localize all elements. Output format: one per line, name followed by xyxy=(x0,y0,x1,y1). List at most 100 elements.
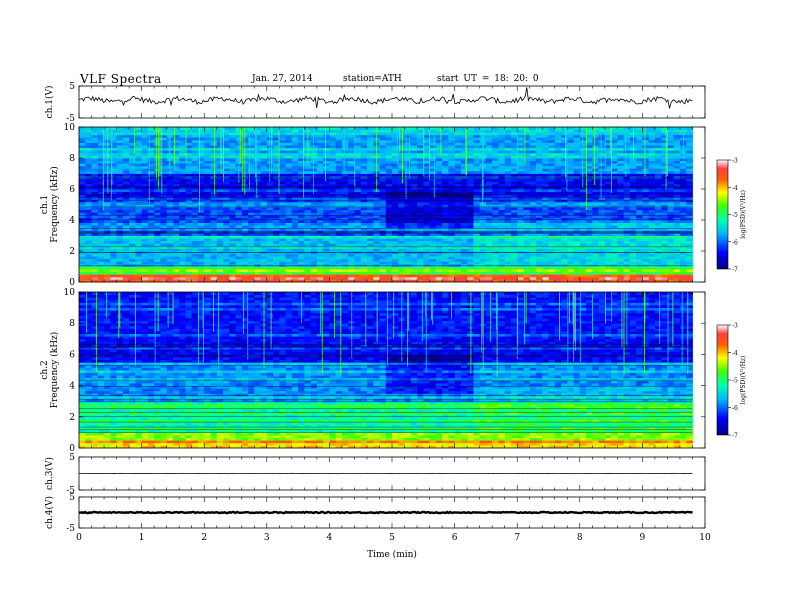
spectrogram-cell xyxy=(542,235,549,239)
spectrogram-cell xyxy=(598,212,606,216)
spectrogram-cell xyxy=(504,253,512,257)
spectrogram-cell xyxy=(222,181,230,185)
spectrogram-cell xyxy=(104,155,111,159)
spectrogram-cell xyxy=(348,201,355,205)
spectrogram-cell xyxy=(460,214,468,218)
spectrogram-cell xyxy=(623,225,631,229)
spectrogram-cell xyxy=(392,248,399,252)
spectrogram-cell xyxy=(623,204,631,208)
spectrogram-cell xyxy=(341,245,349,249)
spectrogram-cell xyxy=(454,245,462,249)
spectrogram-cell xyxy=(304,204,312,208)
spectrogram-cell xyxy=(448,163,455,167)
spectrogram-cell xyxy=(504,238,512,242)
spectrogram-cell xyxy=(517,243,524,247)
spectrogram-cell xyxy=(548,240,556,244)
spectrogram-cell xyxy=(604,217,612,221)
spectrogram-cell xyxy=(567,183,574,187)
spectrogram-cell xyxy=(197,227,205,231)
spectrogram-cell xyxy=(673,266,681,270)
spectrogram-cell xyxy=(385,279,393,283)
spectrogram-cell xyxy=(485,165,493,169)
spectrogram-cell xyxy=(179,165,186,169)
spectrogram-cell xyxy=(435,168,443,172)
spectrogram-cell xyxy=(636,163,643,167)
spectrogram-cell xyxy=(291,232,299,236)
spectrogram-cell xyxy=(79,271,86,275)
spectrogram-cell xyxy=(110,261,117,265)
spectrogram-cell xyxy=(535,227,543,231)
spectrogram-cell xyxy=(535,191,543,195)
spectrogram-cell xyxy=(435,256,443,260)
spectrogram-cell xyxy=(122,261,130,265)
spectrogram-cell xyxy=(279,181,286,185)
spectrogram-cell xyxy=(648,165,656,169)
spectrogram-cell xyxy=(617,178,625,182)
spectrogram-cell xyxy=(191,173,199,177)
spectrogram-cell xyxy=(335,232,343,236)
spectrogram-cell xyxy=(479,279,487,283)
spectrogram-cell xyxy=(298,271,305,275)
spectrogram-cell xyxy=(623,276,631,280)
spectrogram-cell xyxy=(179,189,186,192)
spectrogram-cell xyxy=(291,269,299,273)
spectrogram-cell xyxy=(110,189,117,192)
spectrogram-cell xyxy=(498,276,506,280)
spectrogram-cell xyxy=(423,168,430,172)
spectrogram-cell xyxy=(85,245,92,249)
spectrogram-cell xyxy=(323,165,330,169)
spectrogram-cell xyxy=(661,160,668,164)
spectrogram-cell xyxy=(104,160,111,164)
spectrogram-cell xyxy=(654,261,662,265)
spectrogram-cell xyxy=(654,235,662,239)
spectrogram-cell xyxy=(579,227,587,231)
spectrogram-cell xyxy=(535,245,543,249)
spectrogram-cell xyxy=(116,212,124,216)
spectrogram-cell xyxy=(623,271,631,275)
spectrogram-cell xyxy=(517,274,524,278)
spectrogram-cell xyxy=(510,204,518,208)
spectrogram-cell xyxy=(366,222,374,226)
spectrogram-cell xyxy=(636,274,643,278)
spectrogram-cell xyxy=(91,214,99,218)
spectrogram-cell xyxy=(398,266,405,270)
spectrogram-cell xyxy=(423,238,430,242)
spectrogram-cell xyxy=(642,248,650,252)
spectrogram-cell xyxy=(417,207,424,211)
spectrogram-cell xyxy=(210,170,218,174)
spectrogram-cell xyxy=(260,191,268,195)
spectrogram-cell xyxy=(648,279,656,283)
spectrogram-cell xyxy=(154,212,161,216)
spectrogram-cell xyxy=(354,245,362,249)
spectrogram-cell xyxy=(166,194,174,198)
spectrogram-cell xyxy=(586,269,593,273)
spectrogram-cell xyxy=(667,256,675,260)
spectrogram-cell xyxy=(598,217,606,221)
spectrogram-cell xyxy=(642,271,650,275)
spectrogram-cell xyxy=(310,163,318,167)
spectrogram-cell xyxy=(642,189,650,192)
spectrogram-cell xyxy=(604,269,612,273)
spectrogram-cell xyxy=(222,173,230,177)
spectrogram-cell xyxy=(648,271,656,275)
spectrogram-cell xyxy=(172,214,180,218)
spectrogram-cell xyxy=(573,271,581,275)
spectrogram-cell xyxy=(517,209,524,213)
spectrogram-cell xyxy=(204,271,211,275)
spectrogram-cell xyxy=(304,238,312,242)
spectrogram-cell xyxy=(91,178,99,182)
spectrogram-cell xyxy=(241,240,249,244)
spectrogram-cell xyxy=(285,276,293,280)
spectrogram-cell xyxy=(154,276,161,280)
spectrogram-cell xyxy=(373,194,380,198)
spectrogram-cell xyxy=(529,225,537,229)
spectrogram-cell xyxy=(642,269,650,273)
spectrogram-cell xyxy=(504,152,512,156)
spectrogram-cell xyxy=(160,274,168,278)
spectrogram-cell xyxy=(235,225,243,229)
spectrogram-cell xyxy=(535,274,543,278)
spectrogram-cell xyxy=(210,191,218,195)
spectrogram-cell xyxy=(448,152,455,156)
spectrogram-cell xyxy=(404,269,412,273)
spectrogram-cell xyxy=(279,225,286,229)
